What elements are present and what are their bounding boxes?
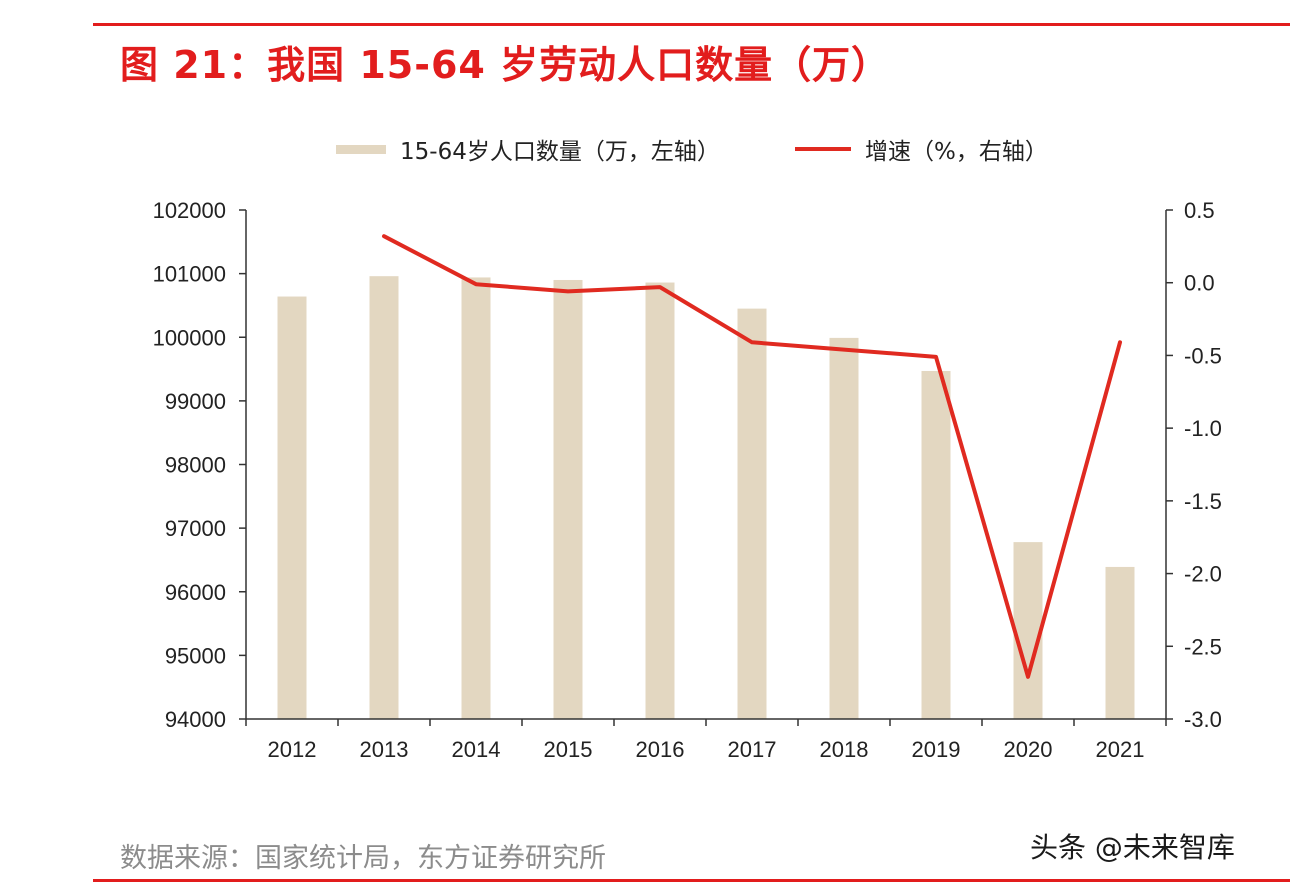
y-right-tick-label: -0.5 xyxy=(1184,343,1222,368)
x-tick-label: 2012 xyxy=(268,737,317,762)
growth-point-2019 xyxy=(934,355,938,359)
y-right-tick-label: 0.0 xyxy=(1184,271,1215,296)
x-tick-label: 2018 xyxy=(820,737,869,762)
y-right-tick-label: -1.5 xyxy=(1184,489,1222,514)
x-tick-label: 2020 xyxy=(1004,737,1053,762)
growth-point-2020 xyxy=(1026,675,1030,679)
growth-point-2013 xyxy=(382,234,386,238)
x-tick-label: 2016 xyxy=(636,737,685,762)
bar-2013 xyxy=(369,276,399,719)
growth-point-2016 xyxy=(658,285,662,289)
bar-2019 xyxy=(921,370,951,719)
top-rule xyxy=(93,23,1290,26)
y-left-tick-label: 100000 xyxy=(153,325,226,350)
watermark: 头条 @未来智库 xyxy=(1030,831,1235,864)
legend-item-growth: 增速（%，右轴） xyxy=(795,132,1048,166)
y-left-tick-label: 102000 xyxy=(153,198,226,223)
x-tick-label: 2019 xyxy=(912,737,961,762)
bar-2012 xyxy=(277,296,307,719)
bar-2014 xyxy=(461,277,491,719)
y-right-tick-label: -1.0 xyxy=(1184,416,1222,441)
x-tick-label: 2013 xyxy=(360,737,409,762)
legend-item-population: 15-64岁人口数量（万，左轴） xyxy=(336,132,720,166)
x-tick-label: 2015 xyxy=(544,737,593,762)
legend-label-population: 15-64岁人口数量（万，左轴） xyxy=(400,139,720,165)
growth-point-2015 xyxy=(566,289,570,293)
x-tick-label: 2021 xyxy=(1096,737,1145,762)
growth-point-2021 xyxy=(1118,340,1122,344)
y-left-tick-label: 101000 xyxy=(153,262,226,287)
bar-2020 xyxy=(1013,542,1043,719)
bar-2017 xyxy=(737,308,767,719)
chart-title: 图 21：我国 15-64 岁劳动人口数量（万） xyxy=(120,43,891,87)
y-right-tick-label: 0.5 xyxy=(1184,198,1215,223)
y-right-tick-label: -3.0 xyxy=(1184,707,1222,732)
x-tick-label: 2014 xyxy=(452,737,501,762)
legend-label-growth: 增速（%，右轴） xyxy=(865,139,1048,165)
legend-swatch-bar xyxy=(336,144,386,154)
growth-point-2014 xyxy=(474,282,478,286)
bar-2021 xyxy=(1105,566,1135,719)
y-right-tick-label: -2.5 xyxy=(1184,634,1222,659)
y-left-tick-label: 98000 xyxy=(165,453,226,478)
y-left-tick-label: 94000 xyxy=(165,707,226,732)
bar-2018 xyxy=(829,337,859,719)
bar-2016 xyxy=(645,282,675,719)
y-left-tick-label: 99000 xyxy=(165,389,226,414)
bar-2015 xyxy=(553,279,583,719)
source-note: 数据来源：国家统计局，东方证券研究所 xyxy=(120,843,606,874)
x-tick-label: 2017 xyxy=(728,737,777,762)
y-left-tick-label: 95000 xyxy=(165,643,226,668)
growth-point-2018 xyxy=(842,348,846,352)
bottom-rule xyxy=(93,879,1290,882)
y-right-tick-label: -2.0 xyxy=(1184,562,1222,587)
legend-swatch-line xyxy=(795,147,851,151)
growth-point-2017 xyxy=(750,340,754,344)
legend: 15-64岁人口数量（万，左轴） 增速（%，右轴） xyxy=(0,132,1290,172)
y-left-tick-label: 96000 xyxy=(165,580,226,605)
y-left-tick-label: 97000 xyxy=(165,516,226,541)
